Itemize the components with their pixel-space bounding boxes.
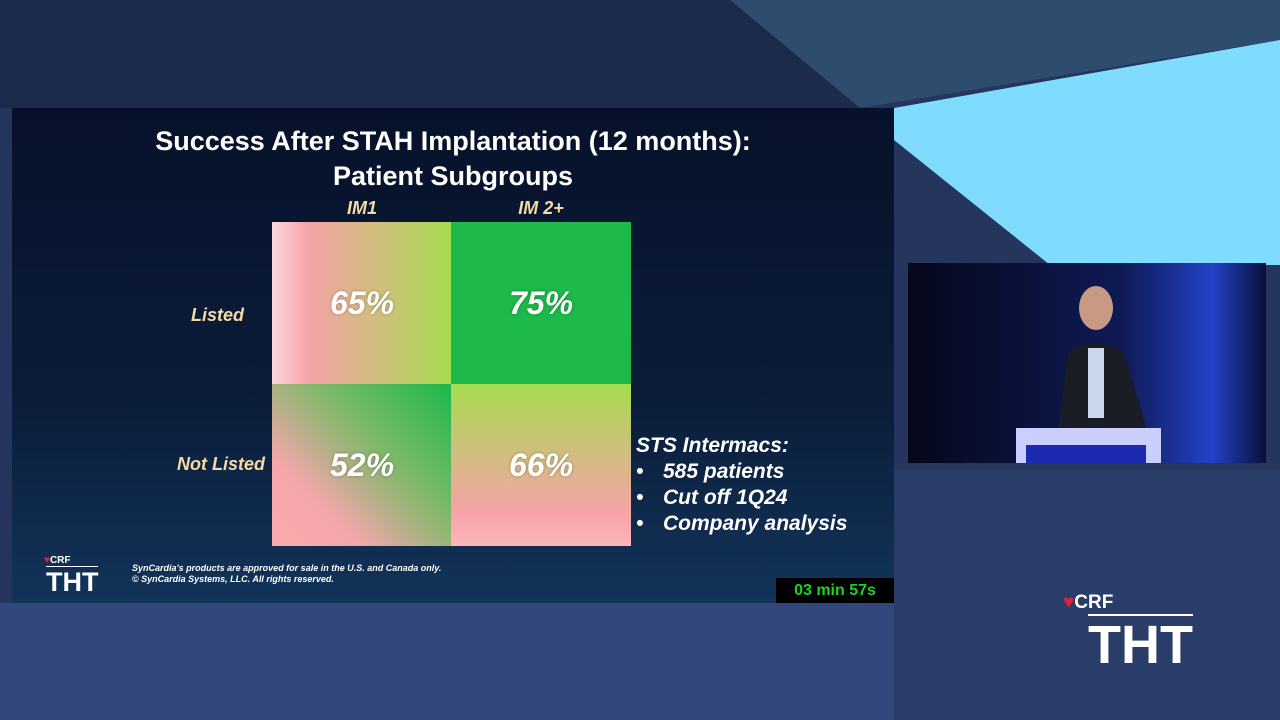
bullet-marker: • [636, 512, 644, 535]
cell: 52% [272, 384, 452, 546]
logo-brand: ♥CRF [44, 555, 71, 566]
logo-mark: THT [1088, 614, 1193, 675]
bullet: Company analysis [663, 512, 848, 535]
footer-text: SynCardia's products are approved for sa… [132, 563, 442, 573]
speaker-video [908, 263, 1266, 463]
row-header: Not Listed [177, 454, 265, 474]
slide-title: Success After STAH Implantation (12 mont… [155, 126, 751, 156]
notes-heading: STS Intermacs: [636, 434, 789, 457]
logo-brand: ♥CRF [1063, 592, 1114, 613]
column-header: IM 2+ [518, 198, 564, 218]
logo-text: CRF [1074, 592, 1114, 613]
cell: 66% [451, 384, 631, 546]
row-header: Listed [190, 305, 244, 325]
slide-title: Patient Subgroups [332, 161, 573, 191]
cell: 65% [272, 222, 452, 384]
footer-text: © SynCardia Systems, LLC. All rights res… [132, 574, 334, 584]
slide: Success After STAH Implantation (12 mont… [12, 108, 894, 603]
bullet: 585 patients [663, 460, 785, 483]
logo-text: CRF [49, 555, 71, 566]
bullet-marker: • [636, 486, 644, 509]
logo-mark: THT [46, 566, 99, 597]
bullet-marker: • [636, 460, 644, 483]
column-header: IM1 [346, 198, 377, 218]
cell: 75% [451, 222, 631, 384]
bullet: Cut off 1Q24 [663, 486, 788, 509]
timer: 03 min 57s [776, 578, 894, 603]
